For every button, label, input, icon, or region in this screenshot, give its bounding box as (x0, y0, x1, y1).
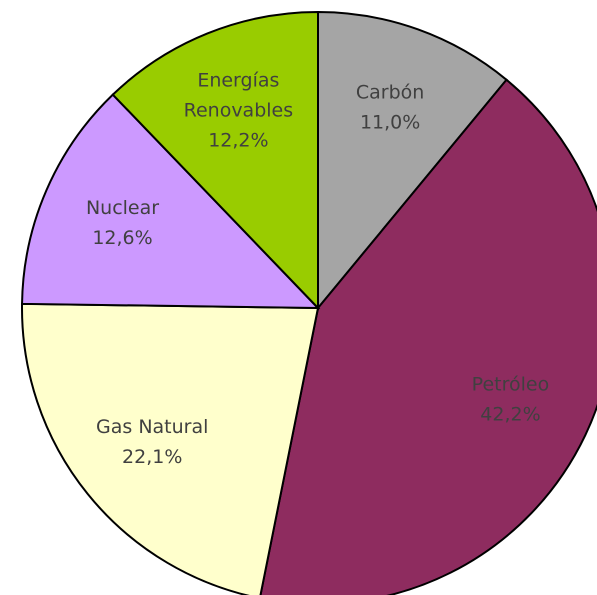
value-label: 12,6% (92, 227, 152, 249)
category-label: Petróleo (472, 373, 550, 395)
slice-label: Carbón 11,0% (356, 81, 424, 133)
category-word: Energías (197, 69, 279, 91)
pie-slice (317, 10, 508, 311)
category-word: Renovables (184, 99, 294, 121)
slice-label: Gas Natural 22,1% (96, 415, 208, 467)
category-label: Carbón (356, 81, 424, 103)
category-label: Gas Natural (96, 415, 208, 437)
pie-slice (21, 302, 320, 595)
value-label: 11,0% (360, 111, 420, 133)
slice-label: Nuclear 12,6% (86, 197, 159, 249)
pie-slice (111, 10, 319, 311)
pie-slice (21, 93, 321, 310)
value-label: 12,2% (208, 129, 268, 151)
category-label: Energías Renovables (184, 69, 294, 121)
value-label: 42,2% (480, 403, 540, 425)
value-label: 22,1% (122, 445, 182, 467)
slice-label: Petróleo 42,2% (472, 373, 550, 425)
pie-slice (259, 78, 597, 595)
slice-label: Energías Renovables 12,2% (184, 69, 294, 151)
category-label: Nuclear (86, 197, 159, 219)
